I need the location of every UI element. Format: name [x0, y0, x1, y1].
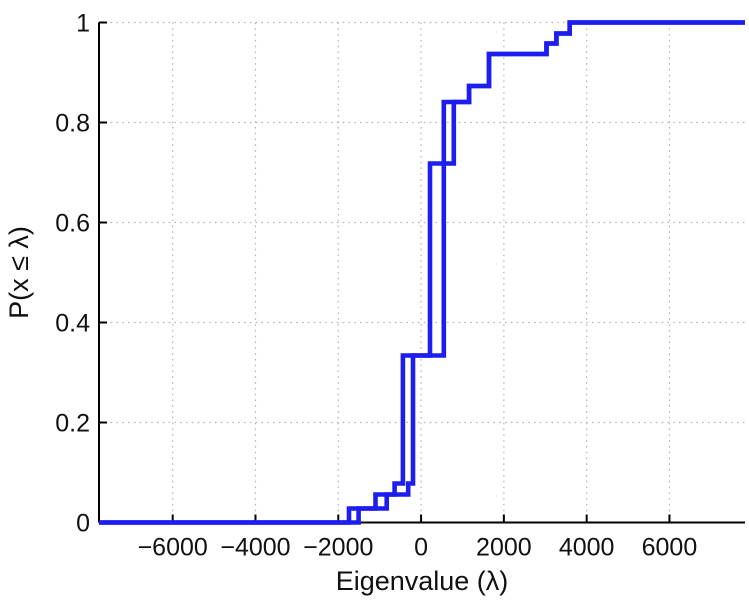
x-tick-label: −4000 [220, 534, 290, 562]
ecdf-curves [99, 20, 745, 525]
y-tick-label: 0.4 [55, 310, 90, 338]
ecdf-curve-1 [99, 20, 745, 525]
grid-lines [99, 21, 745, 523]
ecdf-curve-2 [99, 20, 745, 525]
y-tick-label: 0.6 [55, 210, 90, 238]
x-tick-label: 2000 [476, 534, 532, 562]
y-tick-labels: 0 0.2 0.4 0.6 0.8 1 [55, 10, 90, 538]
y-axis-label: P(x ≤ λ) [4, 226, 34, 319]
x-tick-label: 4000 [559, 534, 615, 562]
axes [98, 22, 745, 524]
x-tick-labels: −6000 −4000 −2000 0 2000 4000 6000 [138, 534, 698, 562]
x-tick-label: 6000 [642, 534, 698, 562]
y-tick-label: 0.8 [55, 110, 90, 138]
x-tick-label: −6000 [138, 534, 208, 562]
x-tick-label: −2000 [303, 534, 373, 562]
y-tick-label: 0 [76, 510, 90, 538]
tick-marks [99, 21, 671, 524]
x-tick-label: 0 [414, 534, 428, 562]
y-tick-label: 1 [76, 10, 90, 38]
y-tick-label: 0.2 [55, 410, 90, 438]
x-axis-label: Eigenvalue (λ) [336, 566, 509, 596]
